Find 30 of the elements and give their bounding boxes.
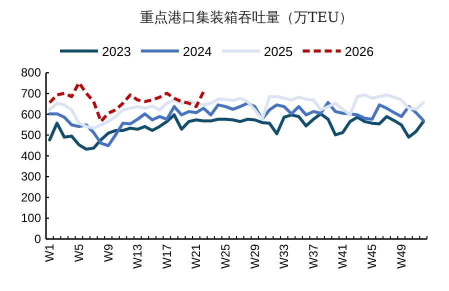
x-tick-label: W13 bbox=[130, 244, 145, 269]
legend-label: 2025 bbox=[264, 44, 293, 59]
y-tick-label: 300 bbox=[20, 170, 42, 184]
y-tick-label: 100 bbox=[20, 211, 42, 226]
x-tick-label: W37 bbox=[306, 244, 320, 269]
legend-label: 2026 bbox=[344, 44, 374, 59]
y-tick-label: 200 bbox=[20, 190, 42, 204]
x-tick-label: W21 bbox=[189, 244, 204, 269]
y-tick-label: 400 bbox=[20, 148, 42, 163]
y-tick-label: 0 bbox=[34, 232, 42, 246]
y-tick-label: 500 bbox=[20, 128, 42, 142]
line-series bbox=[48, 93, 425, 130]
x-tick-label: W33 bbox=[277, 244, 292, 269]
legend-label: 2024 bbox=[182, 44, 212, 59]
legend-label: 2023 bbox=[102, 44, 131, 59]
line-series bbox=[48, 81, 206, 124]
x-tick-label: W49 bbox=[394, 244, 408, 269]
y-tick-label: 700 bbox=[20, 86, 42, 100]
x-tick-label: W5 bbox=[72, 244, 86, 262]
chart-title: 重点港口集装箱吞吐量（万TEU） bbox=[140, 10, 354, 26]
x-tick-label: W17 bbox=[160, 244, 174, 269]
y-tick-label: 600 bbox=[20, 107, 42, 122]
y-tick-label: 800 bbox=[20, 66, 42, 80]
x-tick-label: W25 bbox=[218, 244, 233, 269]
x-tick-label: W29 bbox=[248, 244, 262, 269]
x-tick-label: W45 bbox=[365, 244, 380, 269]
x-tick-label: W1 bbox=[42, 244, 57, 262]
line-series bbox=[48, 112, 425, 151]
x-tick-label: W9 bbox=[101, 244, 116, 262]
x-tick-label: W41 bbox=[336, 244, 350, 269]
